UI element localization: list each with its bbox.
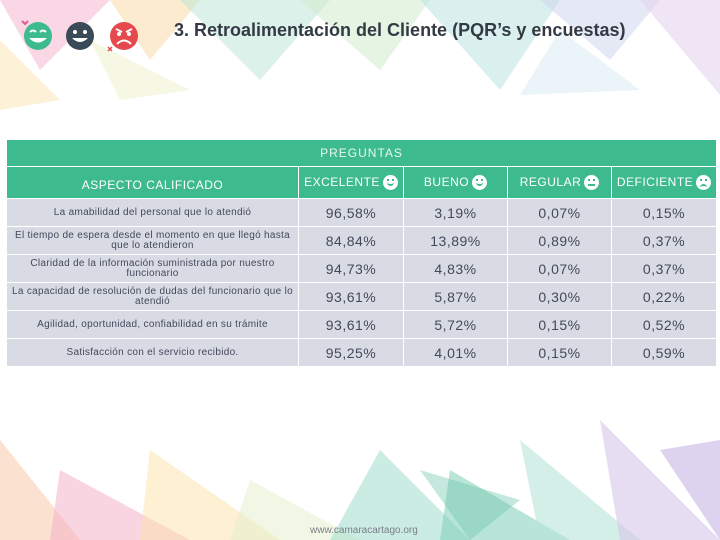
excelente-column-header: EXCELENTE [298,166,404,199]
aspect-column-header: ASPECTO CALIFICADO [6,166,299,199]
column-header-row: ASPECTO CALIFICADO EXCELENTE BUENO REGUL… [6,166,718,199]
happy-face-icon [472,175,488,191]
bueno-cell: 4,01% [403,338,508,367]
table-row: La amabilidad del personal que lo atendi… [6,198,718,227]
aspect-cell: El tiempo de espera desde el momento en … [6,226,299,255]
aspect-cell: Satisfacción con el servicio recibido. [6,338,299,367]
table-row: Claridad de la información suministrada … [6,254,718,283]
happy-face-icon [21,20,52,50]
table-row: Satisfacción con el servicio recibido. 9… [6,338,718,367]
table-row: El tiempo de espera desde el momento en … [6,226,718,255]
regular-cell: 0,07% [507,254,612,283]
bueno-cell: 5,72% [403,310,508,339]
smile-face-icon [66,22,94,50]
face-icons [21,20,138,52]
excelente-label: EXCELENTE [304,174,380,189]
regular-cell: 0,15% [507,310,612,339]
regular-cell: 0,89% [507,226,612,255]
regular-cell: 0,15% [507,338,612,367]
footer-url: www.camaracartago.org [310,525,418,536]
bueno-cell: 5,87% [403,282,508,311]
excelente-cell: 93,61% [298,310,404,339]
deficiente-cell: 0,37% [610,226,718,255]
aspect-cell: La amabilidad del personal que lo atendi… [6,198,299,227]
excelente-cell: 96,58% [298,198,404,227]
deficiente-cell: 0,37% [610,254,718,283]
deficiente-cell: 0,22% [610,282,718,311]
table-row: Agilidad, oportunidad, confiabilidad en … [6,310,718,339]
excelente-cell: 94,73% [298,254,404,283]
regular-column-header: REGULAR [507,166,612,199]
bueno-cell: 13,89% [403,226,508,255]
bueno-label: BUENO [423,174,470,189]
regular-cell: 0,07% [507,198,612,227]
regular-cell: 0,30% [507,282,612,311]
sad-face-icon [696,175,712,191]
bueno-column-header: BUENO [403,166,508,199]
aspect-cell: La capacidad de resolución de dudas del … [6,282,299,311]
deficiente-label: DEFICIENTE [616,174,694,189]
neutral-face-icon [584,175,600,191]
deficiente-cell: 0,59% [610,338,718,367]
preguntas-header: PREGUNTAS [5,139,718,167]
aspect-cell: Claridad de la información suministrada … [6,254,299,283]
aspect-cell: Agilidad, oportunidad, confiabilidad en … [6,310,299,339]
survey-results-table: PREGUNTAS ASPECTO CALIFICADO EXCELENTE B… [5,139,718,367]
regular-label: REGULAR [519,174,582,189]
bueno-cell: 3,19% [403,198,508,227]
angry-face-icon [107,22,138,52]
table-row: La capacidad de resolución de dudas del … [6,282,718,311]
excelente-cell: 95,25% [298,338,404,367]
deficiente-column-header: DEFICIENTE [610,166,718,199]
deficiente-cell: 0,15% [610,198,718,227]
bueno-cell: 4,83% [403,254,508,283]
slide-title: 3. Retroalimentación del Cliente (PQR’s … [174,20,626,40]
deficiente-cell: 0,52% [610,310,718,339]
excelente-cell: 84,84% [298,226,404,255]
excelente-cell: 93,61% [298,282,404,311]
very-happy-face-icon [382,175,398,191]
